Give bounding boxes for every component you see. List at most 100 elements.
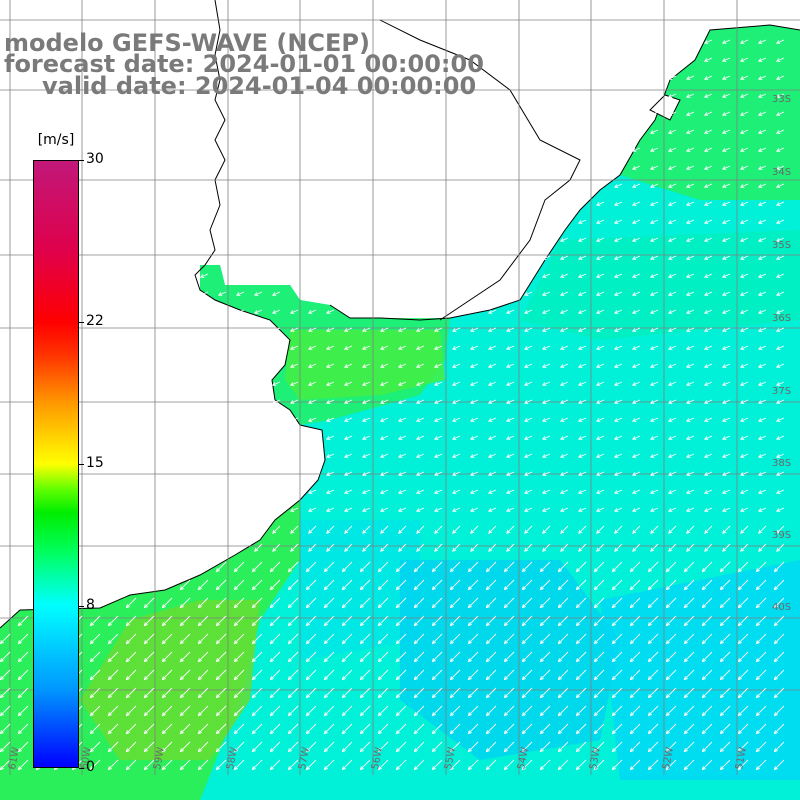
wind-arrow-shaft xyxy=(776,525,785,534)
wind-arrow-head xyxy=(521,568,526,573)
wind-arrow-head xyxy=(215,694,220,699)
wind-arrow-head xyxy=(647,640,652,645)
wind-arrow-shaft xyxy=(452,489,461,494)
colorbar-tick-label: 30 xyxy=(86,151,104,167)
wind-arrow xyxy=(577,435,587,440)
wind-arrow-head xyxy=(251,604,256,609)
wind-arrow-shaft xyxy=(596,453,605,458)
wind-arrow-shaft xyxy=(648,651,659,662)
wind-arrow-head xyxy=(505,508,511,512)
wind-arrow xyxy=(89,669,101,681)
wind-arrow xyxy=(107,687,119,699)
wind-arrow-shaft xyxy=(90,705,101,716)
wind-arrow xyxy=(541,381,551,386)
wind-arrow-shaft xyxy=(758,273,767,278)
wind-arrow-head xyxy=(107,676,112,681)
wind-arrow-head xyxy=(739,130,745,134)
wind-arrow-head xyxy=(397,436,403,440)
wind-arrow-shaft xyxy=(758,183,767,188)
wind-arrow xyxy=(629,561,641,573)
wind-arrow-head xyxy=(488,529,493,534)
wind-arrow-shaft xyxy=(596,381,605,386)
wind-arrow-head xyxy=(308,529,313,534)
wind-arrow-head xyxy=(233,586,238,591)
wind-arrow-shaft xyxy=(560,345,569,350)
wind-arrow xyxy=(721,399,731,404)
wind-arrow-head xyxy=(377,712,382,717)
wind-arrow-head xyxy=(125,622,130,627)
wind-arrow-shaft xyxy=(560,291,569,296)
wind-arrow-shaft xyxy=(270,651,281,662)
wind-arrow xyxy=(559,489,569,494)
wind-arrow-head xyxy=(703,256,709,260)
wind-arrow xyxy=(575,723,587,735)
wind-arrow-shaft xyxy=(704,507,713,512)
wind-arrow-shaft xyxy=(704,471,713,476)
wind-arrow xyxy=(359,687,371,699)
wind-arrow-shaft xyxy=(198,669,209,680)
wind-arrow-shaft xyxy=(180,759,191,770)
wind-arrow-head xyxy=(359,676,364,681)
wind-arrow xyxy=(685,219,695,224)
wind-arrow xyxy=(685,93,695,98)
wind-arrow xyxy=(253,309,263,314)
wind-arrow-head xyxy=(289,400,295,404)
wind-arrow-head xyxy=(595,418,601,422)
wind-arrow xyxy=(704,543,713,552)
wind-arrow-head xyxy=(773,766,778,771)
wind-arrow-shaft xyxy=(396,651,407,662)
wind-arrow xyxy=(395,705,407,717)
colorbar-tick-mark xyxy=(79,605,84,607)
wind-arrow xyxy=(737,759,749,771)
wind-arrow-shaft xyxy=(380,381,389,386)
wind-arrow-shaft xyxy=(704,435,713,440)
wind-arrow-shaft xyxy=(560,309,569,314)
wind-arrow xyxy=(667,273,677,278)
wind-arrow-shaft xyxy=(666,687,677,698)
wind-arrow-shaft xyxy=(144,597,155,608)
wind-arrow-shaft xyxy=(632,219,641,224)
wind-arrow xyxy=(685,147,695,152)
wind-arrow xyxy=(667,417,677,422)
wind-arrow xyxy=(395,561,407,573)
wind-arrow xyxy=(647,651,659,663)
wind-arrow xyxy=(251,633,263,645)
wind-arrow-shaft xyxy=(738,615,749,626)
wind-arrow-shaft xyxy=(594,705,605,716)
wind-arrow-head xyxy=(739,94,745,98)
wind-arrow-head xyxy=(451,472,457,476)
wind-arrow-shaft xyxy=(758,147,767,152)
wind-arrow-shaft xyxy=(722,147,731,152)
wind-arrow-head xyxy=(649,418,655,422)
wind-arrow-head xyxy=(415,490,421,494)
wind-arrow-head xyxy=(773,730,778,735)
wind-arrow-shaft xyxy=(398,435,407,440)
wind-arrow xyxy=(433,453,443,458)
wind-arrow xyxy=(557,633,569,645)
wind-arrow-shaft xyxy=(288,597,299,608)
wind-arrow-head xyxy=(613,346,619,350)
wind-arrow-head xyxy=(613,472,619,476)
wind-arrow-shaft xyxy=(504,759,515,770)
wind-arrow-shaft xyxy=(234,597,245,608)
wind-arrow-shaft xyxy=(776,327,785,332)
wind-arrow xyxy=(721,255,731,260)
wind-arrow xyxy=(505,345,515,350)
wind-arrow-shaft xyxy=(362,345,371,350)
wind-arrow-shaft xyxy=(414,687,425,698)
wind-arrow xyxy=(541,435,551,440)
wind-arrow xyxy=(739,75,749,80)
wind-arrow-shaft xyxy=(488,471,497,476)
wind-arrow xyxy=(523,417,533,422)
longitude-label: 59W xyxy=(152,746,167,770)
wind-arrow xyxy=(629,579,641,591)
longitude-label: 54W xyxy=(516,746,531,770)
wind-arrow-head xyxy=(125,676,130,681)
wind-arrow-head xyxy=(665,622,670,627)
wind-arrow-shaft xyxy=(632,543,641,552)
wind-arrow xyxy=(613,381,623,386)
wind-arrow-shaft xyxy=(90,741,101,752)
wind-arrow-shaft xyxy=(774,579,785,590)
wind-arrow-head xyxy=(647,766,652,771)
